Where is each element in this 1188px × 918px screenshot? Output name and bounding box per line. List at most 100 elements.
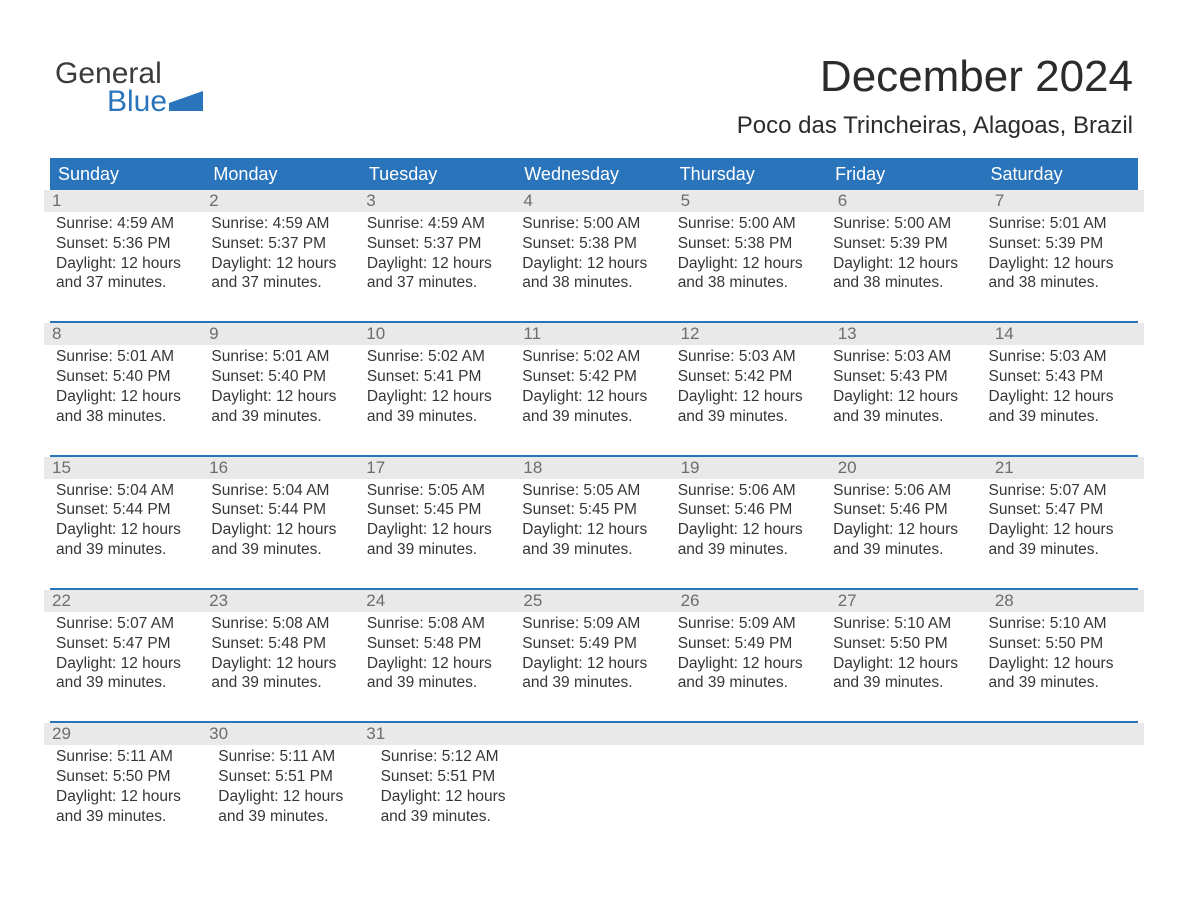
day-text: Sunrise: 5:03 AMSunset: 5:43 PMDaylight:… — [833, 347, 976, 426]
day-cell: Sunrise: 5:11 AMSunset: 5:50 PMDaylight:… — [50, 747, 212, 830]
day-line: Sunrise: 4:59 AM — [56, 214, 199, 234]
day-line: Sunrise: 5:02 AM — [522, 347, 665, 367]
day-cell: Sunrise: 5:03 AMSunset: 5:43 PMDaylight:… — [827, 347, 982, 430]
day-number: 14 — [987, 323, 1144, 345]
day-number: 13 — [830, 323, 987, 345]
day-line: and 39 minutes. — [367, 673, 510, 693]
day-line: and 39 minutes. — [211, 540, 354, 560]
day-text: Sunrise: 4:59 AMSunset: 5:37 PMDaylight:… — [211, 214, 354, 293]
week-row: 15161718192021Sunrise: 5:04 AMSunset: 5:… — [50, 455, 1138, 564]
day-line: Sunrise: 5:01 AM — [211, 347, 354, 367]
day-text: Sunrise: 5:02 AMSunset: 5:41 PMDaylight:… — [367, 347, 510, 426]
day-cell: Sunrise: 5:10 AMSunset: 5:50 PMDaylight:… — [983, 614, 1138, 697]
day-text: Sunrise: 5:06 AMSunset: 5:46 PMDaylight:… — [833, 481, 976, 560]
day-line: Daylight: 12 hours — [56, 787, 206, 807]
day-number: 7 — [987, 190, 1144, 212]
day-line: Sunrise: 5:05 AM — [367, 481, 510, 501]
day-line: Sunset: 5:45 PM — [367, 500, 510, 520]
day-line: and 39 minutes. — [522, 407, 665, 427]
location: Poco das Trincheiras, Alagoas, Brazil — [737, 112, 1133, 140]
weeks-container: 1234567Sunrise: 4:59 AMSunset: 5:36 PMDa… — [50, 190, 1138, 831]
day-line: Daylight: 12 hours — [833, 254, 976, 274]
day-line: Daylight: 12 hours — [833, 654, 976, 674]
day-line: Daylight: 12 hours — [678, 520, 821, 540]
day-text: Sunrise: 5:07 AMSunset: 5:47 PMDaylight:… — [56, 614, 199, 693]
day-line: Sunset: 5:51 PM — [381, 767, 531, 787]
empty-cell — [537, 747, 687, 830]
title-block: December 2024 Poco das Trincheiras, Alag… — [737, 52, 1133, 140]
day-line: Sunset: 5:48 PM — [211, 634, 354, 654]
day-cell: Sunrise: 5:02 AMSunset: 5:42 PMDaylight:… — [516, 347, 671, 430]
day-text: Sunrise: 5:02 AMSunset: 5:42 PMDaylight:… — [522, 347, 665, 426]
week-content-row: Sunrise: 5:01 AMSunset: 5:40 PMDaylight:… — [50, 347, 1138, 430]
day-number: 10 — [358, 323, 515, 345]
day-text: Sunrise: 5:03 AMSunset: 5:43 PMDaylight:… — [989, 347, 1132, 426]
day-line: Sunrise: 5:04 AM — [56, 481, 199, 501]
week-content-row: Sunrise: 5:04 AMSunset: 5:44 PMDaylight:… — [50, 481, 1138, 564]
day-line: Daylight: 12 hours — [56, 654, 199, 674]
day-number: 8 — [44, 323, 201, 345]
day-number: 11 — [515, 323, 672, 345]
day-cell: Sunrise: 5:05 AMSunset: 5:45 PMDaylight:… — [516, 481, 671, 564]
day-number: 16 — [201, 457, 358, 479]
day-text: Sunrise: 4:59 AMSunset: 5:37 PMDaylight:… — [367, 214, 510, 293]
day-number: 22 — [44, 590, 201, 612]
day-text: Sunrise: 5:09 AMSunset: 5:49 PMDaylight:… — [678, 614, 821, 693]
day-number: 31 — [358, 723, 515, 745]
day-number: 5 — [673, 190, 830, 212]
day-line: Sunrise: 5:01 AM — [56, 347, 199, 367]
calendar: SundayMondayTuesdayWednesdayThursdayFrid… — [50, 158, 1138, 831]
day-line: Daylight: 12 hours — [989, 387, 1132, 407]
day-line: Sunrise: 5:02 AM — [367, 347, 510, 367]
day-text: Sunrise: 5:04 AMSunset: 5:44 PMDaylight:… — [56, 481, 199, 560]
day-line: Sunrise: 5:05 AM — [522, 481, 665, 501]
day-number — [673, 723, 830, 745]
day-line: and 39 minutes. — [211, 407, 354, 427]
day-line: Daylight: 12 hours — [678, 654, 821, 674]
day-line: and 39 minutes. — [522, 673, 665, 693]
weekday-header: Monday — [205, 164, 360, 185]
day-line: Sunrise: 5:06 AM — [833, 481, 976, 501]
day-line: Daylight: 12 hours — [989, 254, 1132, 274]
day-line: Sunset: 5:50 PM — [833, 634, 976, 654]
day-line: Daylight: 12 hours — [56, 520, 199, 540]
weekday-header: Tuesday — [361, 164, 516, 185]
day-line: Daylight: 12 hours — [211, 520, 354, 540]
day-number: 27 — [830, 590, 987, 612]
day-line: Sunset: 5:36 PM — [56, 234, 199, 254]
day-number: 18 — [515, 457, 672, 479]
weekday-header: Sunday — [50, 164, 205, 185]
day-line: Sunset: 5:42 PM — [678, 367, 821, 387]
day-line: Sunset: 5:47 PM — [56, 634, 199, 654]
day-line: Daylight: 12 hours — [678, 254, 821, 274]
day-line: Sunset: 5:40 PM — [56, 367, 199, 387]
logo: General Blue — [55, 58, 203, 117]
day-line: Sunset: 5:45 PM — [522, 500, 665, 520]
day-line: and 39 minutes. — [56, 673, 199, 693]
day-cell: Sunrise: 5:04 AMSunset: 5:44 PMDaylight:… — [205, 481, 360, 564]
empty-cell — [837, 747, 987, 830]
day-cell: Sunrise: 5:00 AMSunset: 5:39 PMDaylight:… — [827, 214, 982, 297]
day-cell: Sunrise: 5:03 AMSunset: 5:43 PMDaylight:… — [983, 347, 1138, 430]
day-cell: Sunrise: 5:12 AMSunset: 5:51 PMDaylight:… — [375, 747, 537, 830]
day-line: Sunrise: 5:08 AM — [211, 614, 354, 634]
day-text: Sunrise: 5:01 AMSunset: 5:40 PMDaylight:… — [56, 347, 199, 426]
day-line: Sunset: 5:41 PM — [367, 367, 510, 387]
day-line: Sunrise: 4:59 AM — [367, 214, 510, 234]
weekday-header-row: SundayMondayTuesdayWednesdayThursdayFrid… — [50, 158, 1138, 190]
day-line: and 39 minutes. — [56, 807, 206, 827]
day-line: Sunrise: 5:06 AM — [678, 481, 821, 501]
day-line: Sunrise: 5:11 AM — [218, 747, 368, 767]
day-cell: Sunrise: 5:10 AMSunset: 5:50 PMDaylight:… — [827, 614, 982, 697]
day-text: Sunrise: 4:59 AMSunset: 5:36 PMDaylight:… — [56, 214, 199, 293]
day-cell: Sunrise: 5:00 AMSunset: 5:38 PMDaylight:… — [516, 214, 671, 297]
day-number: 24 — [358, 590, 515, 612]
day-line: and 37 minutes. — [367, 273, 510, 293]
day-text: Sunrise: 5:03 AMSunset: 5:42 PMDaylight:… — [678, 347, 821, 426]
day-text: Sunrise: 5:08 AMSunset: 5:48 PMDaylight:… — [367, 614, 510, 693]
day-number: 17 — [358, 457, 515, 479]
day-cell: Sunrise: 5:06 AMSunset: 5:46 PMDaylight:… — [672, 481, 827, 564]
day-cell: Sunrise: 5:01 AMSunset: 5:40 PMDaylight:… — [50, 347, 205, 430]
day-cell: Sunrise: 4:59 AMSunset: 5:37 PMDaylight:… — [205, 214, 360, 297]
day-text: Sunrise: 5:11 AMSunset: 5:51 PMDaylight:… — [218, 747, 368, 826]
